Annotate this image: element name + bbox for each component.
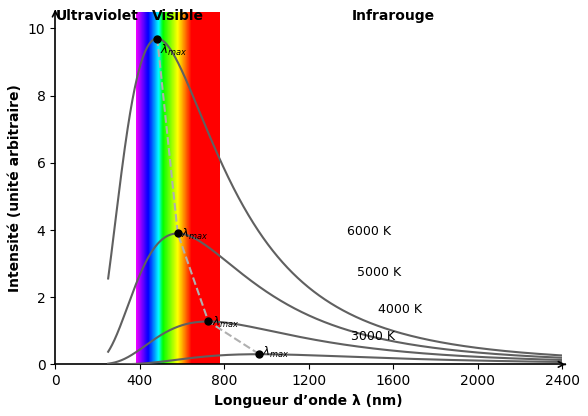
Text: 3000 K: 3000 K	[351, 330, 395, 343]
Text: $\lambda_{max}$: $\lambda_{max}$	[181, 226, 208, 242]
Text: $\lambda_{max}$: $\lambda_{max}$	[262, 345, 290, 360]
X-axis label: Longueur d’onde λ (nm): Longueur d’onde λ (nm)	[215, 394, 403, 408]
Text: 5000 K: 5000 K	[358, 266, 402, 280]
Text: $\lambda_{max}$: $\lambda_{max}$	[161, 43, 188, 58]
Text: 4000 K: 4000 K	[379, 303, 422, 316]
Text: 6000 K: 6000 K	[347, 225, 390, 238]
Text: Infrarouge: Infrarouge	[352, 10, 435, 23]
Text: $\lambda_{max}$: $\lambda_{max}$	[212, 314, 239, 329]
Text: Ultraviolet: Ultraviolet	[56, 10, 139, 23]
Y-axis label: Intensité (unité arbitraire): Intensité (unité arbitraire)	[8, 84, 22, 292]
Text: Visible: Visible	[152, 10, 204, 23]
